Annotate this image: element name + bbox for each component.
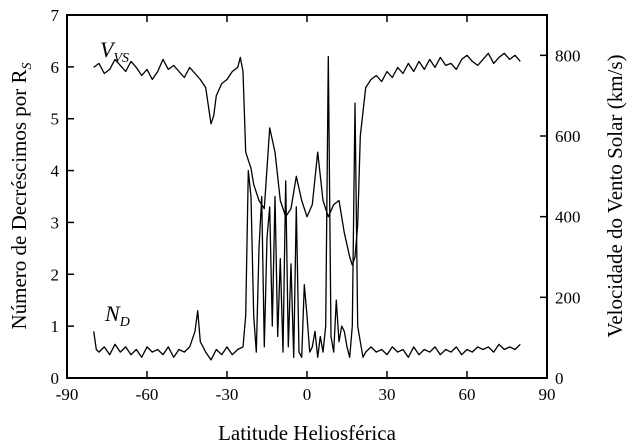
x-tick-label: -90 <box>56 385 79 404</box>
y-left-tick-label: 3 <box>51 213 60 232</box>
series-label-nd: ND <box>104 301 130 330</box>
y-axis-left-label: Número de Decréscimos por RS <box>7 62 35 329</box>
x-tick-label: 30 <box>379 385 396 404</box>
y-left-tick-label: 7 <box>51 6 60 25</box>
series-label-vvs-main: V <box>100 37 116 62</box>
x-tick-label: -30 <box>216 385 239 404</box>
y-left-tick-label: 2 <box>51 265 60 284</box>
y-right-tick-label: 200 <box>555 288 581 307</box>
y-axis-right-label: Velocidade do Vento Solar (km/s) <box>603 54 627 337</box>
x-tick-label: 60 <box>459 385 476 404</box>
y-axis-left-label-sub: S <box>20 62 35 69</box>
series-label-vvs: VVS <box>100 37 129 66</box>
series-label-nd-sub: D <box>119 315 130 330</box>
series-line-vvs <box>93 52 521 266</box>
x-tick-label: 0 <box>303 385 312 404</box>
y-right-tick-label: 400 <box>555 208 581 227</box>
y-right-tick-label: 0 <box>555 369 564 388</box>
y-left-tick-label: 4 <box>51 162 60 181</box>
x-tick-label: -60 <box>136 385 159 404</box>
series-layer <box>93 52 521 361</box>
series-label-nd-main: N <box>104 301 121 326</box>
x-tick-label: 90 <box>539 385 556 404</box>
y-axis-left: 0 1 2 3 4 5 6 7 <box>51 6 74 388</box>
y-left-tick-label: 1 <box>51 317 60 336</box>
y-left-tick-label: 5 <box>51 110 60 129</box>
y-left-tick-label: 6 <box>51 58 60 77</box>
series-label-vvs-sub: VS <box>113 51 129 66</box>
y-left-tick-label: 0 <box>51 369 60 388</box>
y-right-tick-label: 600 <box>555 127 581 146</box>
y-axis-left-label-main: Número de Decréscimos por R <box>7 69 31 329</box>
series-line-nd <box>93 55 521 361</box>
y-right-tick-label: 800 <box>555 46 581 65</box>
y-axis-right: 0 200 400 600 800 <box>540 46 581 388</box>
x-axis: -90 -60 -30 0 30 60 90 <box>56 15 556 404</box>
x-axis-label: Latitude Heliosférica <box>218 421 397 445</box>
